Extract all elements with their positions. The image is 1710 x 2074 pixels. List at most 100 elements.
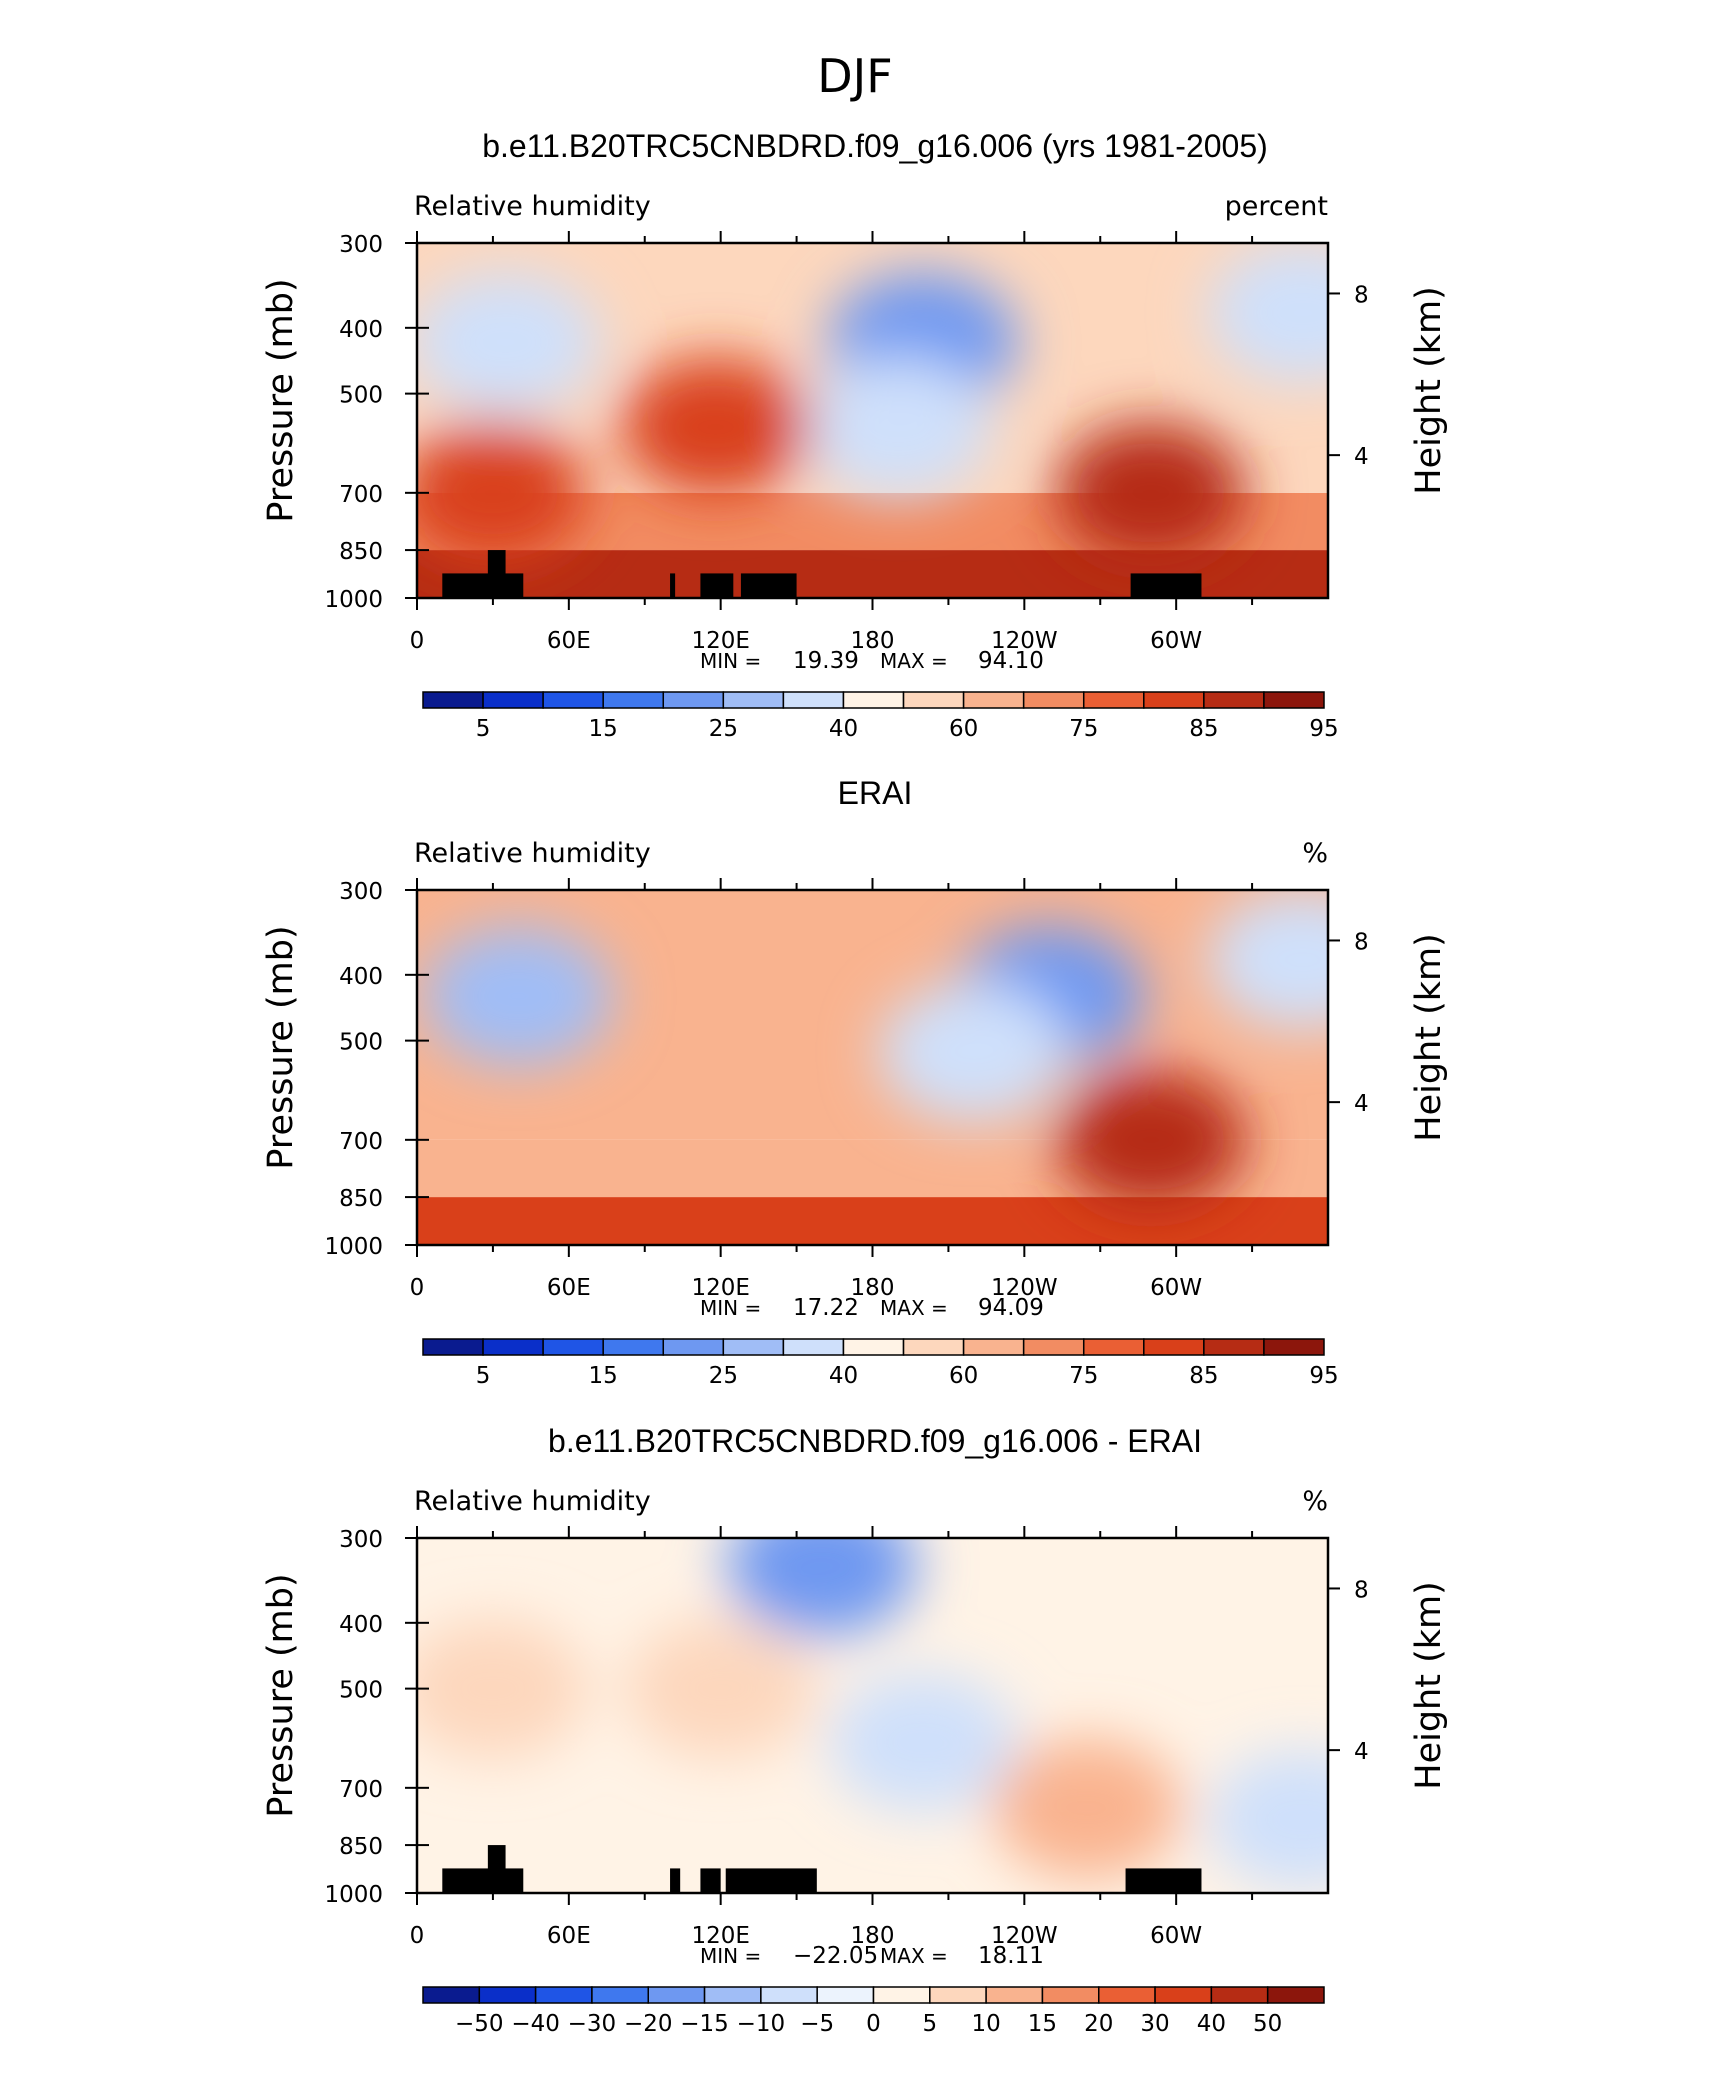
colorbar-label: 30 [1140,2011,1169,2037]
y-tick-label: 700 [339,1777,383,1803]
field-feature [1055,422,1246,563]
x-tick-label: 60E [547,1923,591,1949]
x-tick-label: 120E [691,628,749,654]
field-feature [726,1538,917,1637]
colorbar-box [422,1338,484,1356]
colorbar-box [542,691,604,709]
colorbar-box [1143,691,1205,709]
topography-mask [1130,573,1202,598]
colorbar-label: 15 [1028,2011,1057,2037]
colorbar-box [985,1986,1044,2004]
y-tick-label: 300 [339,879,383,905]
min-label: MIN = [700,1944,761,1968]
y-right-tick-label: 4 [1354,444,1369,470]
x-tick-label: 60W [1150,1275,1202,1301]
colorbar-label: −10 [737,2011,786,2037]
x-tick-label: 120W [991,628,1058,654]
colorbar-label: 0 [866,2011,881,2037]
panel-1: b.e11.B20TRC5CNBDRD.f09_g16.006 (yrs 198… [261,128,1449,742]
max-value: 18.11 [978,1943,1044,1969]
colorbar-label: 5 [922,2011,937,2037]
panel-2: ERAI Relative humidity % 0 60E 120E 180 120W 60W… [261,775,1449,1389]
colorbar-box [422,691,484,709]
colorbar-box [1022,1338,1085,1356]
colorbar-box [902,691,965,709]
field-feature [878,982,1069,1123]
field-feature [417,272,601,413]
colorbar-box [1263,1338,1325,1356]
colorbar-label: 50 [1253,2011,1282,2037]
min-value: 19.39 [793,648,859,674]
y-tick-label: 1000 [324,587,383,613]
colorbar-label: −15 [680,2011,729,2037]
colorbar-box [1143,1338,1205,1356]
max-value: 94.10 [978,648,1044,674]
colorbar-box [962,691,1025,709]
field-feature [1207,243,1328,383]
colorbar-box [542,1338,604,1356]
colorbar-box [478,1986,537,2004]
panel-3: b.e11.B20TRC5CNBDRD.f09_g16.006 - ERAI Re… [261,1423,1449,2037]
units-label: percent [1225,191,1328,222]
colorbar-box [1266,1986,1325,2004]
y-tick-label: 300 [339,1527,383,1553]
field-feature [1207,890,1328,1030]
colorbar-label: −30 [568,2011,617,2037]
topography-mask [700,1868,721,1893]
y-axis-title: Pressure (mb) [261,925,301,1169]
y-right-tick-label: 8 [1354,929,1369,955]
max-label: MAX = [880,1944,948,1968]
units-label: % [1302,838,1328,869]
topography-mask [740,573,797,598]
topography-mask [700,573,734,598]
max-label: MAX = [880,1296,948,1320]
colorbar-box [872,1986,931,2004]
colorbar-label: 40 [1197,2011,1226,2037]
y-tick-label: 850 [339,1186,383,1212]
topography-mask [487,1845,506,1893]
y-right-tick-label: 8 [1354,1577,1369,1603]
colorbar-label: 40 [829,716,858,742]
colorbar-label: 40 [829,1363,858,1389]
x-tick-label: 60W [1150,1923,1202,1949]
colorbar-box [591,1986,649,2004]
colorbar-box [929,1986,987,2004]
y-tick-label: 500 [339,1678,383,1704]
x-tick-label: 60E [547,1275,591,1301]
field-feature [620,357,811,498]
y-tick-label: 1000 [324,1234,383,1260]
colorbar-label: 5 [476,1363,491,1389]
y-right-axis-title: Height (km) [1409,1581,1449,1790]
topography-mask [670,1868,681,1893]
colorbar-label: 25 [709,1363,738,1389]
colorbar-box [1098,1986,1156,2004]
colorbar-box [647,1986,706,2004]
colorbar-box [902,1338,965,1356]
colorbar-label: 60 [949,1363,978,1389]
max-label: MAX = [880,649,948,673]
colorbar-label: 60 [949,716,978,742]
y-right-axis-title: Height (km) [1409,933,1449,1142]
colorbar-label: 15 [589,716,618,742]
panel-title: ERAI [838,775,913,811]
colorbar-box [962,1338,1025,1356]
variable-label: Relative humidity [414,191,651,222]
colorbar-box [422,1986,481,2004]
y-right-tick-label: 8 [1354,282,1369,308]
x-tick-label: 120W [991,1923,1058,1949]
topography-mask [442,573,524,598]
colorbar-box [662,691,725,709]
contour-field [417,243,1328,598]
colorbar-box [482,691,544,709]
colorbar-box [1154,1986,1213,2004]
field-feature [625,1618,816,1759]
colorbar-label: 75 [1069,716,1098,742]
y-right-axis-title: Height (km) [1409,286,1449,495]
field-feature [802,357,993,498]
contour-field [417,890,1328,1245]
colorbar-box [602,1338,665,1356]
y-axis-title: Pressure (mb) [261,1573,301,1817]
x-tick-label: 60E [547,628,591,654]
y-tick-label: 850 [339,1834,383,1860]
y-tick-label: 400 [339,317,383,343]
